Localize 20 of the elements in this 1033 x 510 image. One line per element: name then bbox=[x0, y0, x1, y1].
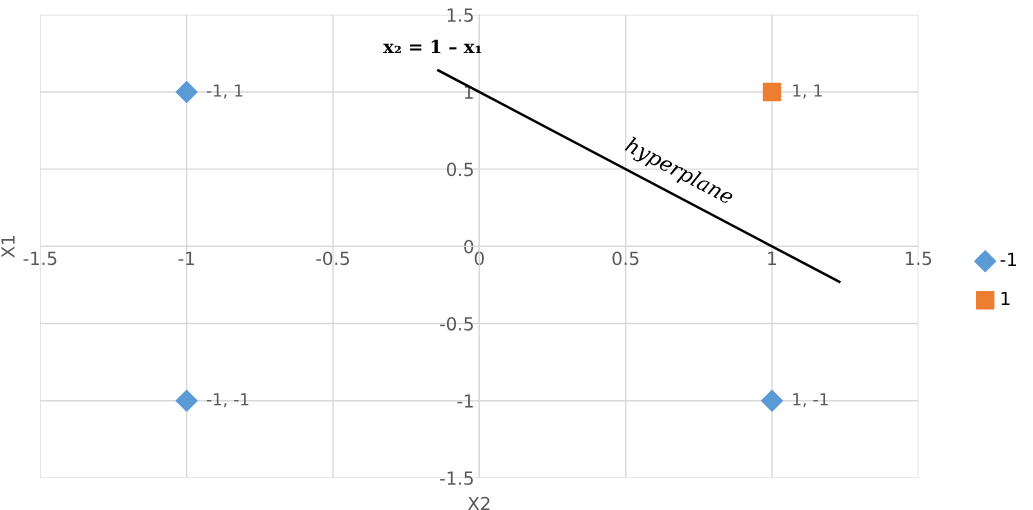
y-tick-label: 0.5 bbox=[446, 162, 473, 177]
x-tick-label: -0.5 bbox=[316, 251, 350, 266]
data-label: 1, -1 bbox=[793, 393, 828, 408]
x-tick-label: 1 bbox=[768, 251, 777, 265]
x-tick-label: 0.5 bbox=[612, 251, 639, 266]
y-tick-label: -1 bbox=[457, 394, 473, 408]
y-tick-label: -0.5 bbox=[440, 316, 473, 331]
x-axis-title: X2 bbox=[467, 496, 490, 510]
x-tick-label: -1 bbox=[178, 251, 194, 265]
legend-label: 1 bbox=[1001, 291, 1010, 306]
annotation: x₂ = 1 – x₁ bbox=[383, 39, 482, 54]
data-label: -1, 1 bbox=[206, 84, 243, 99]
y-tick-label: -1.5 bbox=[440, 471, 473, 485]
data-label: 1, 1 bbox=[793, 84, 822, 99]
data-label: -1, -1 bbox=[206, 393, 249, 408]
y-tick-label: 1.5 bbox=[447, 8, 473, 22]
x-tick-label: -1.5 bbox=[23, 251, 57, 266]
x-tick-label: 1.5 bbox=[905, 251, 932, 266]
x-tick-label: 0 bbox=[474, 251, 484, 266]
y-axis-title: X1 bbox=[1, 236, 15, 258]
